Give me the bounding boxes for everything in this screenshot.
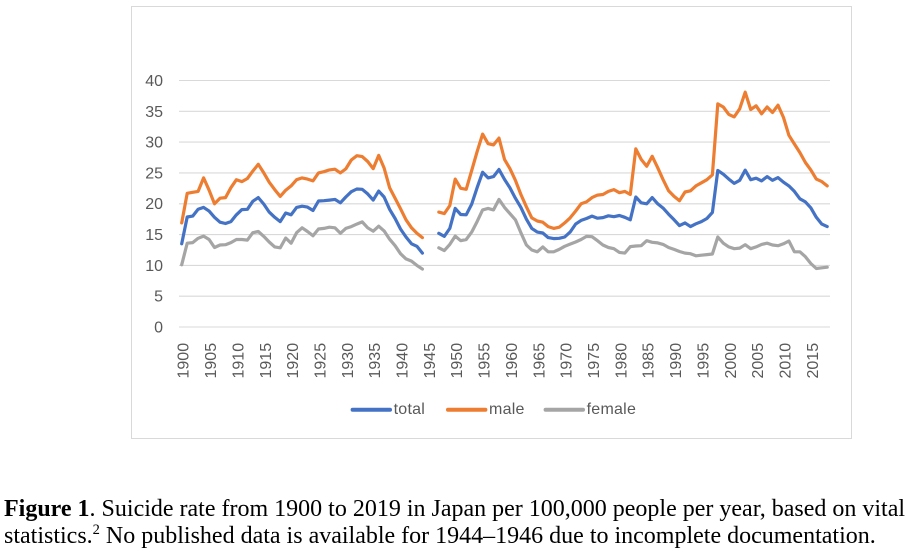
svg-text:25: 25 <box>145 165 163 182</box>
svg-text:30: 30 <box>145 135 163 152</box>
svg-text:male: male <box>489 401 525 418</box>
svg-text:15: 15 <box>145 227 163 244</box>
svg-text:0: 0 <box>154 320 163 337</box>
svg-text:1940: 1940 <box>395 343 412 379</box>
svg-text:1975: 1975 <box>586 343 603 379</box>
svg-text:1945: 1945 <box>422 343 439 379</box>
svg-text:1925: 1925 <box>313 343 330 379</box>
svg-text:5: 5 <box>154 289 163 306</box>
svg-text:2010: 2010 <box>778 343 795 379</box>
svg-text:2015: 2015 <box>805 343 822 379</box>
svg-text:1990: 1990 <box>668 343 685 379</box>
svg-text:1930: 1930 <box>340 343 357 379</box>
svg-text:1950: 1950 <box>449 343 466 379</box>
svg-text:1965: 1965 <box>531 343 548 379</box>
svg-text:1905: 1905 <box>203 343 220 379</box>
svg-text:1900: 1900 <box>176 343 193 379</box>
svg-text:1980: 1980 <box>613 343 630 379</box>
svg-text:1915: 1915 <box>258 343 275 379</box>
svg-text:2000: 2000 <box>723 343 740 379</box>
svg-text:10: 10 <box>145 258 163 275</box>
svg-text:female: female <box>587 401 637 418</box>
svg-text:40: 40 <box>145 73 163 90</box>
svg-text:1910: 1910 <box>230 343 247 379</box>
svg-text:1955: 1955 <box>477 343 494 379</box>
svg-text:1935: 1935 <box>367 343 384 379</box>
svg-text:1985: 1985 <box>641 343 658 379</box>
svg-text:1970: 1970 <box>559 343 576 379</box>
svg-text:1960: 1960 <box>504 343 521 379</box>
svg-text:2005: 2005 <box>750 343 767 379</box>
svg-text:total: total <box>394 401 426 418</box>
svg-text:1995: 1995 <box>695 343 712 379</box>
svg-text:1920: 1920 <box>285 343 302 379</box>
svg-text:35: 35 <box>145 104 163 121</box>
svg-text:20: 20 <box>145 196 163 213</box>
